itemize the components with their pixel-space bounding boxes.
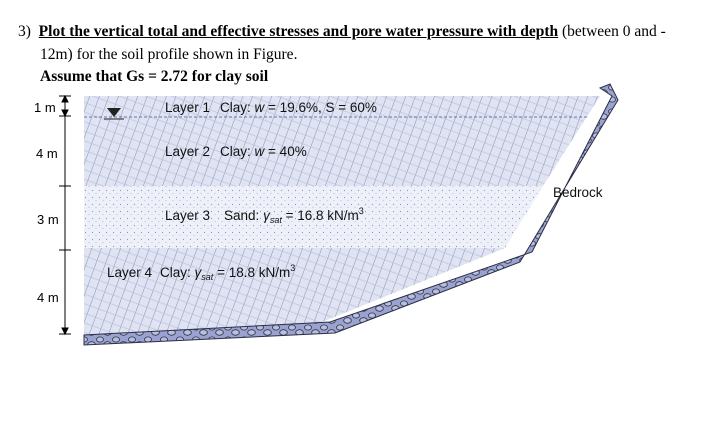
- clay-layer-4: [84, 248, 505, 335]
- layer-2-label: Layer 2 Clay: w = 40%: [165, 144, 307, 159]
- question-number: 3): [18, 23, 31, 40]
- depth-label-2: 4 m: [36, 146, 58, 161]
- assumption-text: Assume that Gs = 2.72 for clay soil: [40, 68, 269, 85]
- clay-layer-1-2: [84, 96, 600, 186]
- layer-4-label: Layer 4 Clay: γsat = 18.8 kN/m3: [107, 263, 295, 282]
- question-title-rest: (between 0 and -: [558, 23, 666, 40]
- bedrock-label: Bedrock: [553, 185, 603, 200]
- sand-layer-3: [84, 186, 543, 248]
- depth-label-1: 1 m: [34, 100, 56, 115]
- question-title: Plot the vertical total and effective st…: [38, 23, 559, 40]
- layer-3-label: Layer 3 Sand: γsat = 16.8 kN/m3: [165, 206, 364, 225]
- question-line-1: 3) Plot the vertical total and effective…: [18, 21, 666, 43]
- layer-1-label: Layer 1 Clay: w = 19.6%, S = 60%: [165, 100, 377, 115]
- bedrock: [83, 83, 619, 346]
- depth-dimension-line: [59, 94, 71, 336]
- question-line-2: 12m) for the soil profile shown in Figur…: [40, 46, 298, 63]
- depth-label-3: 3 m: [37, 212, 59, 227]
- depth-label-4: 4 m: [37, 290, 59, 305]
- water-table-icon: [104, 108, 124, 120]
